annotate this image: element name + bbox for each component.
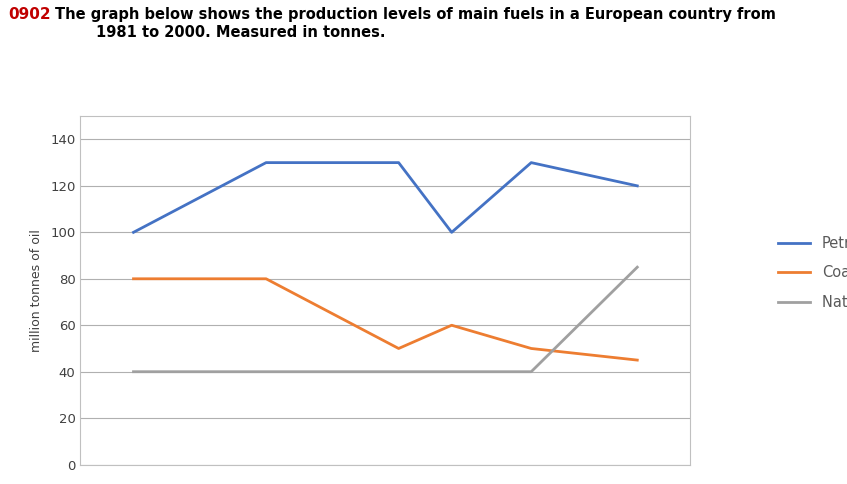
Text: The graph below shows the production levels of main fuels in a European country : The graph below shows the production lev… (55, 7, 776, 40)
Text: 0902: 0902 (8, 7, 51, 22)
Y-axis label: million tonnes of oil: million tonnes of oil (30, 229, 43, 352)
Legend: Petroleum, Coal, Natural Gas: Petroleum, Coal, Natural Gas (772, 230, 847, 316)
